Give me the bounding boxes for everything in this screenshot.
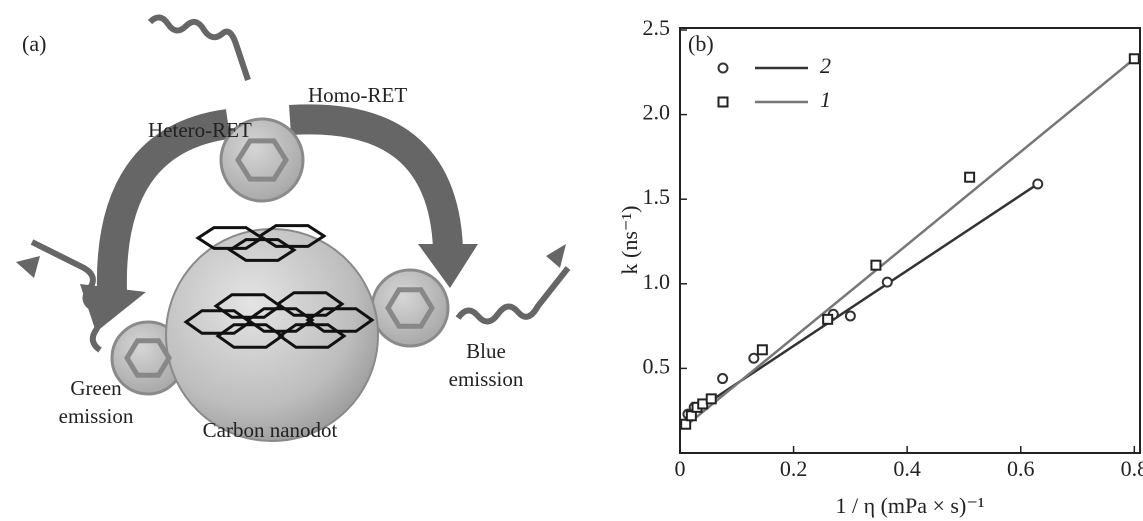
hexagon (183, 309, 253, 335)
arrowhead (546, 244, 566, 268)
y-tick-label: 2.5 (643, 15, 671, 40)
legend-marker (717, 96, 729, 108)
hexagon (275, 291, 345, 317)
green-label: emission (59, 404, 134, 428)
y-tick-label: 1.5 (643, 184, 671, 209)
arrowhead (418, 244, 478, 288)
point (822, 313, 834, 325)
hetero-arrow (96, 109, 231, 293)
small-dot (219, 117, 305, 203)
y-tick-label: 0.5 (643, 353, 671, 378)
point (685, 410, 697, 422)
wave (30, 239, 103, 353)
point (717, 373, 729, 385)
point (680, 418, 692, 430)
point (705, 393, 717, 405)
y-tick-label: 2.0 (643, 100, 671, 125)
green-label: Green (70, 376, 122, 400)
point (748, 352, 760, 364)
point (844, 310, 856, 322)
point (756, 344, 768, 356)
x-tick-label: 0.4 (893, 456, 921, 481)
hexagon (245, 307, 315, 333)
hexagon (257, 224, 327, 248)
plot-frame (679, 27, 1141, 454)
x-axis-label: 1 / η (mPa × s)⁻¹ (835, 493, 984, 518)
center-label: Carbon nanodot (203, 418, 338, 442)
y-axis-label: k (ns⁻¹) (617, 206, 642, 275)
wave (455, 266, 571, 325)
panel-label: (a) (22, 31, 46, 56)
point (870, 259, 882, 271)
hexagon (277, 323, 347, 349)
panel-label: (b) (688, 31, 714, 56)
x-tick-label: 0.2 (780, 456, 808, 481)
small-dot (370, 268, 450, 348)
blue-label: Blue (466, 339, 506, 363)
fit-line (684, 57, 1136, 427)
hexagon (227, 238, 297, 262)
diagram: (a) Hetero-RET Homo-RET Green emission B… (16, 14, 571, 442)
homo-arrow (289, 104, 463, 249)
hexagon (213, 293, 283, 319)
legend-label: 1 (820, 87, 831, 112)
legend-marker (717, 62, 729, 74)
homo-label: Homo-RET (308, 83, 407, 107)
x-tick-label: 0.8 (1121, 456, 1143, 481)
arrowhead (16, 256, 40, 278)
hexagon (235, 138, 289, 182)
hexagon (124, 338, 172, 378)
hexagon (305, 307, 375, 333)
point (1128, 53, 1140, 65)
x-tick-label: 0 (675, 456, 686, 481)
x-tick-label: 0.6 (1007, 456, 1035, 481)
hexagon (385, 287, 435, 329)
point (964, 171, 976, 183)
hexagon (215, 323, 285, 349)
wave (147, 14, 251, 81)
point (1032, 178, 1044, 190)
point (881, 276, 893, 288)
blue-label: emission (449, 367, 524, 391)
hetero-label: Hetero-RET (148, 118, 252, 142)
y-tick-label: 1.0 (643, 269, 671, 294)
legend-label: 2 (820, 53, 831, 78)
hexagon (195, 226, 265, 250)
